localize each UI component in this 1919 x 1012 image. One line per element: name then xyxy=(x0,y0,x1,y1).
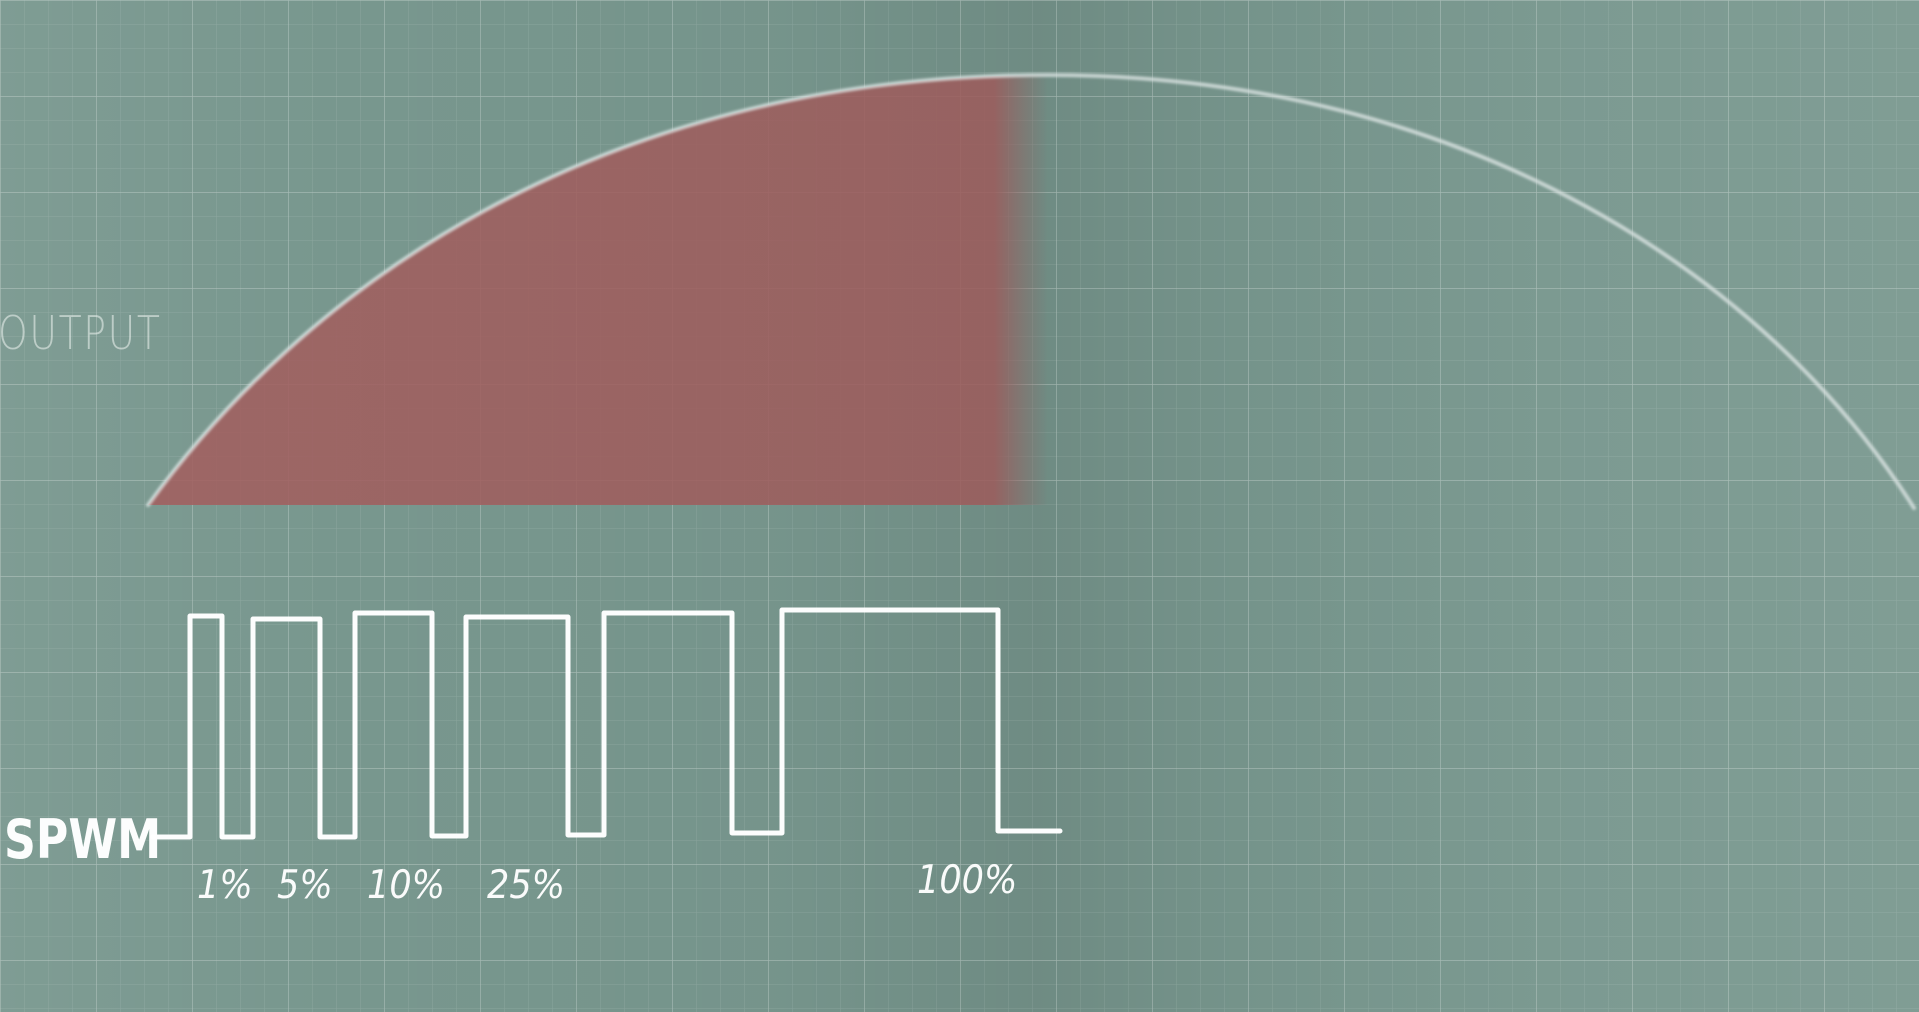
output-filled-area xyxy=(148,75,1048,505)
output-sine-curve xyxy=(146,72,1916,510)
spwm-label: SPWM xyxy=(4,808,162,871)
output-label: OUTPUT xyxy=(0,306,162,360)
spwm-waveform xyxy=(150,607,1063,840)
duty-label-1: 1% xyxy=(197,863,253,908)
duty-label-10: 10% xyxy=(367,863,446,908)
duty-label-100: 100% xyxy=(917,858,1018,903)
duty-label-25: 25% xyxy=(487,863,566,908)
duty-label-5: 5% xyxy=(277,863,333,908)
